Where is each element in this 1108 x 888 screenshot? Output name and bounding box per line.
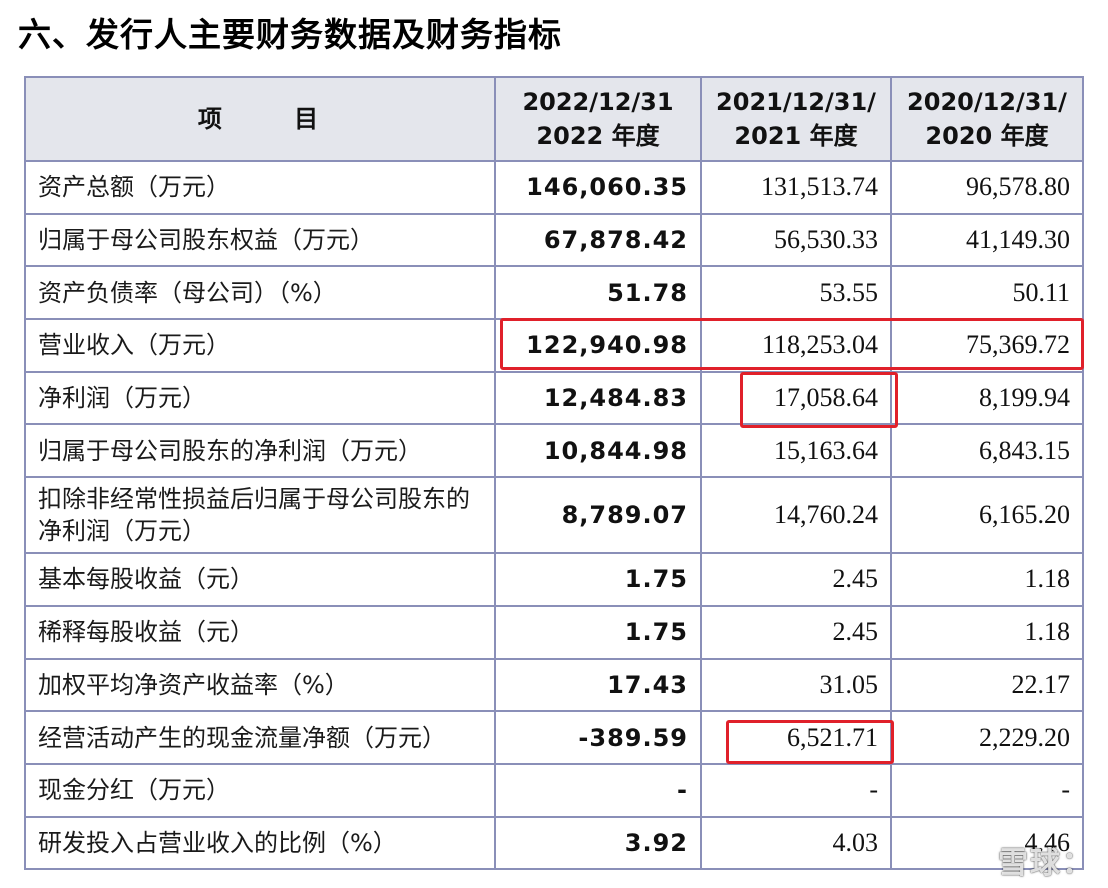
value-2022: - bbox=[494, 762, 702, 818]
value-2022: 17.43 bbox=[494, 657, 702, 713]
table-row: 资产负债率（母公司）（%） 51.78 53.55 50.11 bbox=[24, 265, 1084, 321]
value-2021: 56,530.33 bbox=[700, 212, 892, 268]
row-label: 经营活动产生的现金流量净额（万元） bbox=[24, 710, 496, 765]
value-2021: 2.45 bbox=[700, 604, 892, 660]
value-2021: 2.45 bbox=[700, 552, 892, 607]
row-label: 扣除非经常性损益后归属于母公司股东的净利润（万元） bbox=[24, 476, 496, 555]
value-2021: - bbox=[700, 762, 892, 818]
value-2022: 122,940.98 bbox=[494, 318, 702, 373]
table-row: 净利润（万元） 12,484.83 17,058.64 8,199.94 bbox=[24, 370, 1084, 426]
value-2022: -389.59 bbox=[494, 710, 702, 765]
header-2020: 2020/12/31/ 2020 年度 bbox=[890, 76, 1084, 162]
value-2021: 17,058.64 bbox=[700, 370, 892, 426]
table-row: 资产总额（万元） 146,060.35 131,513.74 96,578.80 bbox=[24, 160, 1084, 215]
table-row: 现金分红（万元） - - - bbox=[24, 762, 1084, 818]
table-header-row: 项 目 2022/12/31 2022 年度 2021/12/31/ 2021 … bbox=[24, 76, 1084, 162]
table-row: 营业收入（万元） 122,940.98 118,253.04 75,369.72 bbox=[24, 318, 1084, 373]
row-label: 营业收入（万元） bbox=[24, 318, 496, 373]
value-2020: 1.18 bbox=[890, 604, 1084, 660]
value-2020: 41,149.30 bbox=[890, 212, 1084, 268]
value-2020: 6,843.15 bbox=[890, 423, 1084, 479]
row-label: 加权平均净资产收益率（%） bbox=[24, 657, 496, 713]
header-2021: 2021/12/31/ 2021 年度 bbox=[700, 76, 892, 162]
value-2021: 53.55 bbox=[700, 265, 892, 321]
table-row: 研发投入占营业收入的比例（%） 3.92 4.03 4.46 bbox=[24, 815, 1084, 871]
row-label: 资产负债率（母公司）（%） bbox=[24, 265, 496, 321]
value-2021: 6,521.71 bbox=[700, 710, 892, 765]
value-2020: 22.17 bbox=[890, 657, 1084, 713]
value-2020: 75,369.72 bbox=[890, 318, 1084, 373]
value-2021: 131,513.74 bbox=[700, 160, 892, 215]
row-label: 基本每股收益（元） bbox=[24, 552, 496, 607]
value-2021: 4.03 bbox=[700, 815, 892, 871]
value-2021: 14,760.24 bbox=[700, 476, 892, 555]
value-2022: 1.75 bbox=[494, 604, 702, 660]
value-2022: 1.75 bbox=[494, 552, 702, 607]
row-label: 稀释每股收益（元） bbox=[24, 604, 496, 660]
value-2021: 31.05 bbox=[700, 657, 892, 713]
section-title: 六、发行人主要财务数据及财务指标 bbox=[18, 15, 562, 54]
value-2021: 15,163.64 bbox=[700, 423, 892, 479]
row-label: 研发投入占营业收入的比例（%） bbox=[24, 815, 496, 871]
value-2020: - bbox=[890, 762, 1084, 818]
value-2022: 12,484.83 bbox=[494, 370, 702, 426]
header-2022: 2022/12/31 2022 年度 bbox=[494, 76, 702, 162]
value-2022: 8,789.07 bbox=[494, 476, 702, 555]
table-row: 经营活动产生的现金流量净额（万元） -389.59 6,521.71 2,229… bbox=[24, 710, 1084, 765]
table-row: 扣除非经常性损益后归属于母公司股东的净利润（万元） 8,789.07 14,76… bbox=[24, 476, 1084, 555]
row-label: 归属于母公司股东的净利润（万元） bbox=[24, 423, 496, 479]
value-2020: 4.46 bbox=[890, 815, 1084, 871]
header-item: 项 目 bbox=[24, 76, 496, 162]
value-2021: 118,253.04 bbox=[700, 318, 892, 373]
financial-data-table: 项 目 2022/12/31 2022 年度 2021/12/31/ 2021 … bbox=[24, 76, 1084, 871]
value-2022: 10,844.98 bbox=[494, 423, 702, 479]
value-2020: 6,165.20 bbox=[890, 476, 1084, 555]
value-2022: 67,878.42 bbox=[494, 212, 702, 268]
row-label: 现金分红（万元） bbox=[24, 762, 496, 818]
value-2020: 2,229.20 bbox=[890, 710, 1084, 765]
value-2022: 3.92 bbox=[494, 815, 702, 871]
row-label: 资产总额（万元） bbox=[24, 160, 496, 215]
table-row: 归属于母公司股东权益（万元） 67,878.42 56,530.33 41,14… bbox=[24, 212, 1084, 268]
value-2022: 146,060.35 bbox=[494, 160, 702, 215]
row-label: 归属于母公司股东权益（万元） bbox=[24, 212, 496, 268]
value-2020: 1.18 bbox=[890, 552, 1084, 607]
table-row: 归属于母公司股东的净利润（万元） 10,844.98 15,163.64 6,8… bbox=[24, 423, 1084, 479]
value-2020: 96,578.80 bbox=[890, 160, 1084, 215]
watermark: 雪球： bbox=[998, 846, 1094, 881]
table-row: 加权平均净资产收益率（%） 17.43 31.05 22.17 bbox=[24, 657, 1084, 713]
row-label: 净利润（万元） bbox=[24, 370, 496, 426]
table-row: 基本每股收益（元） 1.75 2.45 1.18 bbox=[24, 552, 1084, 607]
value-2022: 51.78 bbox=[494, 265, 702, 321]
value-2020: 50.11 bbox=[890, 265, 1084, 321]
value-2020: 8,199.94 bbox=[890, 370, 1084, 426]
table-row: 稀释每股收益（元） 1.75 2.45 1.18 bbox=[24, 604, 1084, 660]
